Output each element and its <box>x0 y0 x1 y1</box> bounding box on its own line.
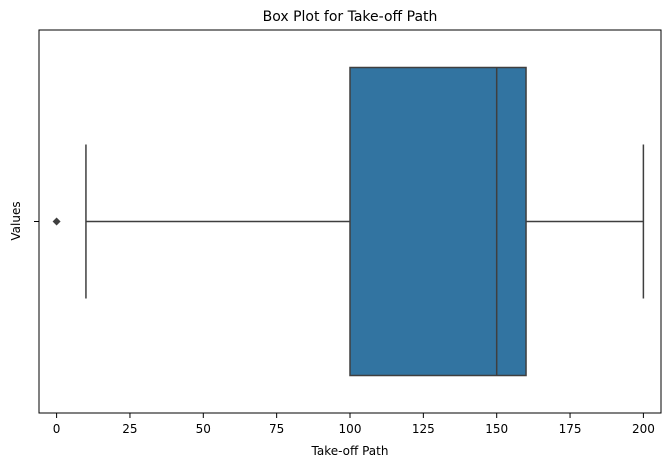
x-tick-label: 200 <box>632 422 655 436</box>
x-tick-label: 50 <box>196 422 211 436</box>
interquartile-box <box>349 66 527 377</box>
x-tick-label: 100 <box>339 422 362 436</box>
x-tick-label: 175 <box>559 422 582 436</box>
y-axis-label: Values <box>9 201 23 240</box>
x-axis-label: Take-off Path <box>311 444 389 458</box>
box-group <box>52 66 645 377</box>
x-tick-label: 25 <box>122 422 137 436</box>
x-tick-label: 125 <box>412 422 435 436</box>
x-tick-label: 0 <box>53 422 61 436</box>
chart-title: Box Plot for Take-off Path <box>263 9 438 25</box>
x-tick-label: 75 <box>269 422 284 436</box>
x-tick-label: 150 <box>485 422 508 436</box>
outlier-point <box>52 217 61 226</box>
x-axis-ticks: 0 25 50 75 100 125 150 175 200 <box>53 413 655 436</box>
